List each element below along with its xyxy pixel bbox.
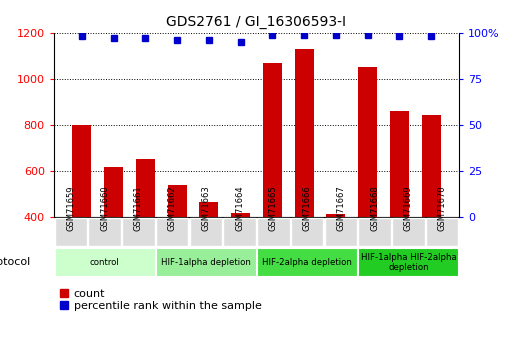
Bar: [231, 213, 250, 310]
Bar: [72, 125, 91, 310]
Bar: [426, 218, 459, 246]
Bar: [257, 218, 290, 246]
Title: GDS2761 / GI_16306593-I: GDS2761 / GI_16306593-I: [167, 15, 346, 29]
Bar: [257, 248, 357, 276]
Bar: [54, 248, 154, 276]
Text: GSM71664: GSM71664: [235, 185, 244, 230]
Text: GSM71667: GSM71667: [337, 185, 345, 230]
Bar: [291, 218, 323, 246]
Bar: [168, 185, 187, 310]
Bar: [359, 218, 391, 246]
Text: GSM71668: GSM71668: [370, 185, 379, 230]
Text: control: control: [90, 258, 120, 267]
Bar: [294, 49, 313, 310]
Bar: [326, 214, 345, 310]
Text: GSM71665: GSM71665: [269, 185, 278, 230]
Bar: [390, 111, 409, 310]
Legend: count, percentile rank within the sample: count, percentile rank within the sample: [60, 288, 262, 312]
Text: GSM71670: GSM71670: [438, 185, 447, 230]
Bar: [190, 218, 222, 246]
Bar: [325, 218, 357, 246]
Text: GSM71661: GSM71661: [134, 185, 143, 230]
Text: HIF-1alpha HIF-2alpha
depletion: HIF-1alpha HIF-2alpha depletion: [361, 253, 457, 272]
Bar: [104, 167, 123, 310]
Text: GSM71660: GSM71660: [100, 185, 109, 230]
Bar: [223, 218, 256, 246]
Bar: [358, 67, 377, 310]
Bar: [156, 248, 256, 276]
Text: GSM71663: GSM71663: [201, 185, 210, 230]
Text: GSM71666: GSM71666: [303, 185, 312, 230]
Text: GSM71659: GSM71659: [66, 185, 75, 230]
Text: GSM71662: GSM71662: [168, 185, 176, 230]
Text: HIF-2alpha depletion: HIF-2alpha depletion: [262, 258, 352, 267]
Bar: [263, 63, 282, 310]
Bar: [156, 218, 188, 246]
Bar: [359, 248, 459, 276]
Text: protocol: protocol: [0, 257, 30, 267]
Bar: [54, 218, 87, 246]
Bar: [88, 218, 121, 246]
Text: HIF-1alpha depletion: HIF-1alpha depletion: [161, 258, 251, 267]
Bar: [422, 115, 441, 310]
Bar: [200, 203, 219, 310]
Bar: [392, 218, 425, 246]
Bar: [136, 158, 155, 310]
Text: GSM71669: GSM71669: [404, 185, 413, 230]
Bar: [122, 218, 154, 246]
